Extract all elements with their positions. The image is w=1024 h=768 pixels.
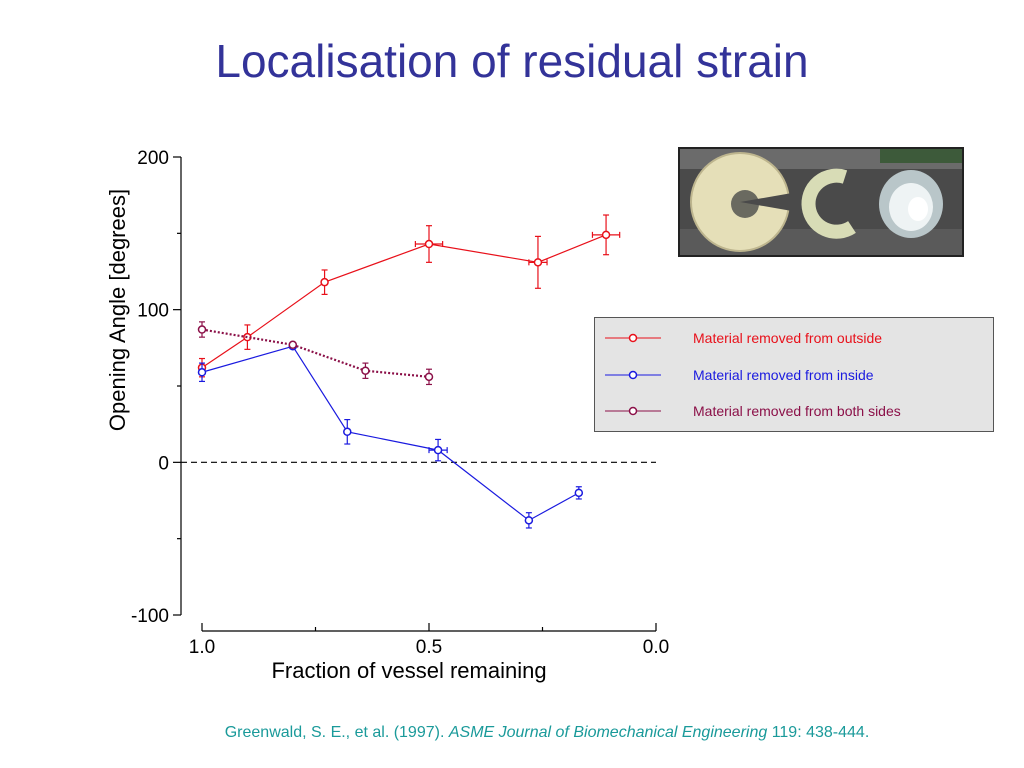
data-point-1-2 [343, 427, 352, 437]
legend-label-both: Material removed from both sides [693, 403, 901, 419]
series-line-1 [201, 345, 580, 522]
data-point-0-2 [320, 277, 329, 287]
citation-journal: ASME Journal of Biomechanical Engineerin… [448, 724, 768, 741]
y-tick-label: 0 [158, 453, 169, 474]
legend-item-outside: Material removed from outside [595, 328, 993, 348]
data-point-0-3 [424, 239, 434, 249]
data-point-1-3 [433, 445, 443, 455]
series-line-0 [201, 234, 607, 369]
legend-swatch-outside [605, 333, 661, 343]
legend-label-inside: Material removed from inside [693, 367, 874, 383]
chart-legend: Material removed from outside Material r… [594, 317, 994, 432]
y-axis-label: Opening Angle [degrees] [105, 189, 130, 431]
legend-label-outside: Material removed from outside [693, 330, 883, 346]
vessel-ring-photo-icon [680, 149, 962, 255]
legend-swatch-inside [605, 370, 661, 380]
y-tick-label: 100 [137, 301, 169, 322]
data-point-2-1 [288, 340, 298, 350]
x-axis-label: Fraction of vessel remaining [271, 658, 546, 683]
x-tick-label: 1.0 [189, 637, 215, 658]
legend-item-both: Material removed from both sides [595, 401, 993, 421]
slide-title: Localisation of residual strain [215, 35, 809, 87]
y-tick-label: -100 [131, 606, 169, 627]
data-point-1-0 [197, 368, 207, 377]
x-tick-label: 0.5 [416, 637, 442, 658]
citation: Greenwald, S. E., et al. (1997). ASME Jo… [0, 724, 1024, 742]
data-point-2-3 [424, 372, 434, 382]
citation-authors: Greenwald, S. E., et al. (1997). [224, 724, 449, 741]
data-point-0-5 [601, 230, 611, 240]
citation-rest: 119: 438-444. [767, 724, 870, 741]
data-point-2-2 [361, 366, 370, 375]
data-point-2-0 [197, 325, 207, 334]
data-point-0-4 [533, 258, 543, 267]
series-line-2 [201, 328, 430, 378]
vessel-ring-photo [678, 147, 964, 257]
y-tick-label: 200 [137, 148, 169, 169]
data-point-1-5 [574, 488, 584, 498]
x-tick-label: 0.0 [643, 637, 669, 658]
data-point-1-4 [524, 516, 534, 525]
legend-item-inside: Material removed from inside [595, 365, 993, 385]
legend-swatch-both [605, 406, 661, 416]
